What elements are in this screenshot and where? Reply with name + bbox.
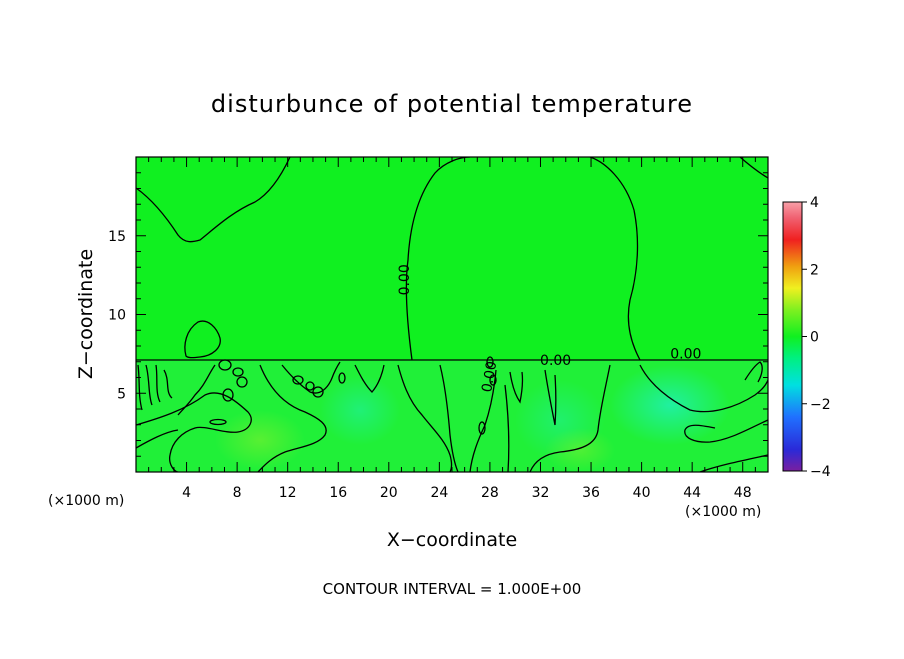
contour-interval-note: CONTOUR INTERVAL = 1.000E+00 <box>323 580 582 598</box>
x-tick-label: 8 <box>233 485 242 501</box>
x-tick-label: 40 <box>633 485 651 501</box>
contour-line <box>504 384 510 472</box>
contour-line <box>529 364 611 472</box>
x-tick-label: 16 <box>329 485 347 501</box>
contour-loop <box>478 421 486 435</box>
contour-loop <box>292 375 304 385</box>
contour-line <box>405 157 641 361</box>
x-tick-label: 44 <box>683 485 701 501</box>
x-tick-label: 24 <box>430 485 448 501</box>
contour-loop <box>338 372 346 384</box>
x-axis-label: X−coordinate <box>387 529 517 551</box>
contour-loop <box>209 418 227 426</box>
colorbar-tick-label: −4 <box>810 464 831 480</box>
plot-area: 0.00 0.00 0.00 0.00 <box>136 157 768 472</box>
y-axis-label: Z−coordinate <box>75 249 97 379</box>
x-tick-label: 36 <box>582 485 600 501</box>
field-warm-region <box>215 410 305 470</box>
contour-line <box>136 429 179 449</box>
y-axis-ticks: 5 10 15 <box>108 172 768 457</box>
x-tick-label: 4 <box>182 485 191 501</box>
contour-lines <box>136 157 768 472</box>
contour-loop <box>489 374 497 386</box>
x-axis-ticks: 4 8 12 16 20 24 28 32 36 40 44 48 <box>148 157 756 501</box>
contour-line <box>684 419 768 443</box>
contour-line <box>177 364 216 416</box>
contour-line <box>397 364 453 472</box>
contour-line <box>699 454 768 472</box>
contour-label: 0.00 <box>479 360 500 393</box>
contour-line <box>544 369 557 426</box>
contour-line <box>137 364 173 411</box>
contour-loop <box>486 356 494 368</box>
contour-loop <box>305 381 315 391</box>
contour-line <box>257 364 327 472</box>
colorbar-tick-label: 2 <box>810 262 819 278</box>
contour-line <box>639 364 768 413</box>
contour-loop <box>312 386 324 398</box>
contour-label: 0.00 <box>397 264 413 295</box>
colorbar: 4 2 0 −2 −4 <box>782 195 831 480</box>
colorbar-tick-label: −2 <box>810 397 831 413</box>
field-cool-region <box>320 375 400 445</box>
contour-label: 0.00 <box>540 353 571 369</box>
colorbar-tick-label: 0 <box>810 330 819 346</box>
colorbar-ticks: 4 2 0 −2 −4 <box>802 195 831 480</box>
contour-loop <box>236 376 248 388</box>
x-tick-label: 28 <box>481 485 499 501</box>
y-tick-label: 5 <box>117 386 126 402</box>
contour-line <box>136 392 252 472</box>
x-axis-unit-left: (×1000 m) <box>48 493 124 509</box>
x-tick-label: 20 <box>380 485 398 501</box>
contour-loop <box>218 359 232 371</box>
contour-labels: 0.00 0.00 0.00 0.00 <box>397 264 701 393</box>
contour-loop <box>232 367 244 377</box>
y-tick-label: 10 <box>108 308 126 324</box>
colorbar-tick-label: 4 <box>810 195 819 211</box>
x-tick-label: 12 <box>279 485 297 501</box>
y-tick-label: 15 <box>108 229 126 245</box>
contour-line <box>136 157 291 243</box>
contour-loop <box>222 388 234 402</box>
chart-title: disturbunce of potential temperature <box>211 90 693 118</box>
contour-line <box>744 361 763 383</box>
contour-label: 0.00 <box>670 347 701 363</box>
contour-line <box>509 371 524 404</box>
field-warm-region <box>545 428 615 472</box>
colorbar-scale <box>782 201 803 472</box>
x-tick-label: 32 <box>532 485 550 501</box>
contour-line <box>354 364 385 393</box>
x-axis-unit-right: (×1000 m) <box>685 504 761 520</box>
x-tick-label: 48 <box>734 485 752 501</box>
contour-line <box>184 320 221 359</box>
field-cool-region <box>610 365 730 445</box>
contour-line <box>739 157 768 179</box>
